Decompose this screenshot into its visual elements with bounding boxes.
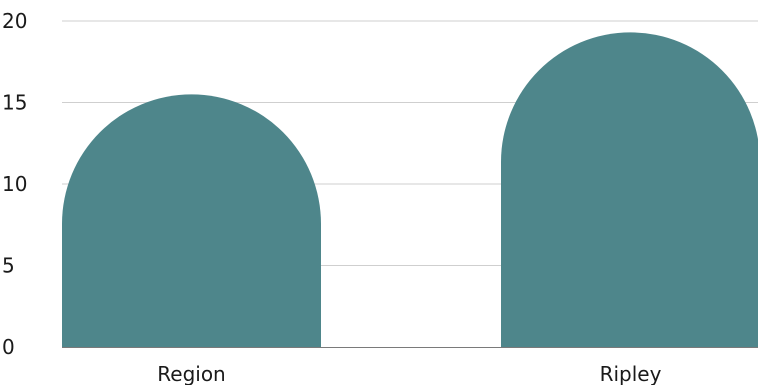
y-axis-tick-labels: 0 5 10 15 20: [2, 9, 27, 359]
bar-region: [62, 94, 321, 347]
x-category-label-region: Region: [157, 362, 225, 385]
y-tick-label-10: 10: [2, 172, 27, 196]
y-tick-label-5: 5: [2, 254, 15, 278]
bar-ripley: [501, 32, 758, 347]
x-category-label-ripley: Ripley: [600, 362, 662, 385]
x-axis-category-labels: Region Ripley: [157, 362, 661, 385]
y-tick-label-15: 15: [2, 91, 27, 115]
y-tick-label-20: 20: [2, 9, 27, 33]
y-tick-label-0: 0: [2, 335, 15, 359]
bars: [62, 32, 758, 347]
